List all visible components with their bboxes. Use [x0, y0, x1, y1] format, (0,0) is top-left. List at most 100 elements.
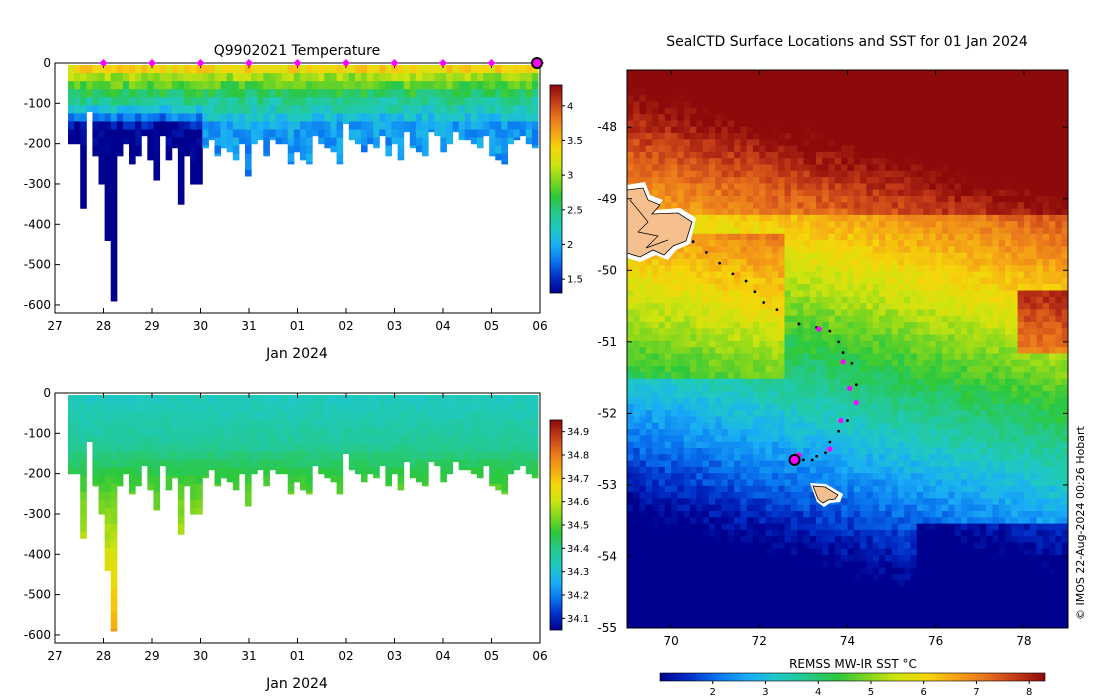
sst-cell	[746, 240, 754, 247]
sst-cell	[834, 322, 842, 329]
sst-cell	[1055, 246, 1063, 254]
temperature-cell	[141, 73, 148, 82]
salinity-cell	[226, 411, 234, 420]
salinity-cell	[122, 419, 130, 428]
sst-cell	[740, 271, 748, 279]
sst-cell	[853, 322, 861, 329]
sst-cell	[872, 126, 880, 134]
temperature-cell	[507, 129, 515, 139]
salinity-cell	[141, 459, 148, 467]
sst-cell	[803, 265, 811, 272]
sst-cell	[1068, 139, 1075, 146]
salinity-cell	[324, 435, 331, 444]
sst-cell	[771, 196, 779, 203]
salinity-colorbar-tick-label: 34.2	[567, 591, 589, 602]
sst-cell	[841, 227, 848, 235]
salinity-cell	[293, 427, 301, 436]
sst-cell	[1049, 88, 1056, 96]
salinity-cell	[476, 475, 484, 479]
salinity-cell	[92, 411, 100, 420]
salinity-cell	[287, 475, 295, 485]
salinity-cell	[281, 419, 289, 428]
salinity-cell	[98, 483, 106, 493]
sst-cell	[765, 259, 773, 266]
temperature-cell	[507, 105, 515, 114]
sst-cell	[690, 88, 697, 96]
sst-cell	[790, 271, 798, 279]
sst-cell	[1042, 126, 1050, 134]
sst-cell	[639, 303, 647, 310]
sst-cell	[797, 107, 804, 115]
sst-cell	[702, 183, 710, 191]
sst-cell	[759, 259, 766, 266]
sst-cell	[1005, 70, 1012, 77]
sst-cell	[740, 101, 748, 109]
sst-cell	[1042, 101, 1050, 109]
temperature-cell	[177, 169, 185, 179]
sst-cell	[645, 315, 653, 323]
salinity-cell	[385, 403, 392, 412]
sst-cell	[897, 233, 905, 241]
sst-cell	[753, 290, 760, 298]
temperature-cell	[245, 73, 252, 82]
salinity-cell	[409, 419, 417, 428]
sst-cell	[948, 177, 955, 184]
sst-cell	[872, 221, 880, 228]
sst-cell	[860, 296, 867, 304]
sst-cell	[765, 120, 773, 128]
salinity-cell	[470, 403, 478, 412]
temperature-cell	[110, 226, 118, 235]
sst-cell	[973, 303, 981, 310]
sst-cell	[702, 107, 710, 115]
sst-cell	[809, 309, 817, 317]
sst-cell	[816, 284, 823, 291]
sst-cell	[879, 296, 886, 304]
sst-cell	[627, 303, 634, 310]
sst-cell	[771, 277, 779, 285]
sst-cell	[1055, 259, 1063, 266]
sst-cell	[696, 158, 703, 165]
salinity-cell	[147, 427, 154, 436]
sst-cell	[1042, 133, 1050, 140]
sst-cell	[923, 183, 930, 191]
temperature-cell	[470, 73, 478, 82]
sst-cell	[853, 309, 861, 317]
sst-cell	[822, 145, 829, 153]
sst-cell	[633, 76, 640, 83]
temperature-cell	[422, 65, 429, 74]
temperature-cell	[141, 65, 148, 74]
sst-cell	[727, 328, 735, 335]
salinity-cell	[483, 443, 490, 453]
sst-cell	[960, 296, 968, 304]
sst-cell	[1023, 271, 1031, 279]
sst-cell	[910, 189, 918, 197]
sst-cell	[973, 189, 981, 197]
sst-cell	[727, 290, 735, 298]
sst-cell	[746, 296, 754, 304]
temperature-cell	[342, 105, 350, 114]
sst-cell	[771, 296, 779, 304]
sst-cell	[658, 340, 666, 348]
temperature-cell	[92, 105, 100, 114]
salinity-cell	[409, 395, 417, 404]
sst-cell	[664, 296, 672, 304]
salinity-cell	[214, 435, 222, 444]
temperature-cell	[232, 121, 240, 131]
salinity-cell	[464, 395, 472, 404]
sst-cell	[1042, 183, 1050, 191]
sst-cell	[652, 76, 659, 83]
sst-cell	[771, 101, 779, 109]
salinity-cell	[80, 443, 87, 453]
salinity-colorbar-tick-label: 34.8	[567, 451, 589, 462]
temperature-cell	[153, 89, 161, 98]
sst-cell	[809, 208, 817, 216]
temperature-cell	[208, 73, 215, 82]
sst-cell	[645, 183, 653, 191]
temperature-cell	[495, 153, 502, 161]
salinity-cell	[519, 427, 527, 436]
sst-cell	[734, 284, 741, 291]
sst-cell	[828, 252, 836, 260]
sst-cell	[734, 95, 741, 102]
temperature-cell	[92, 113, 100, 123]
sst-cell	[816, 101, 823, 109]
